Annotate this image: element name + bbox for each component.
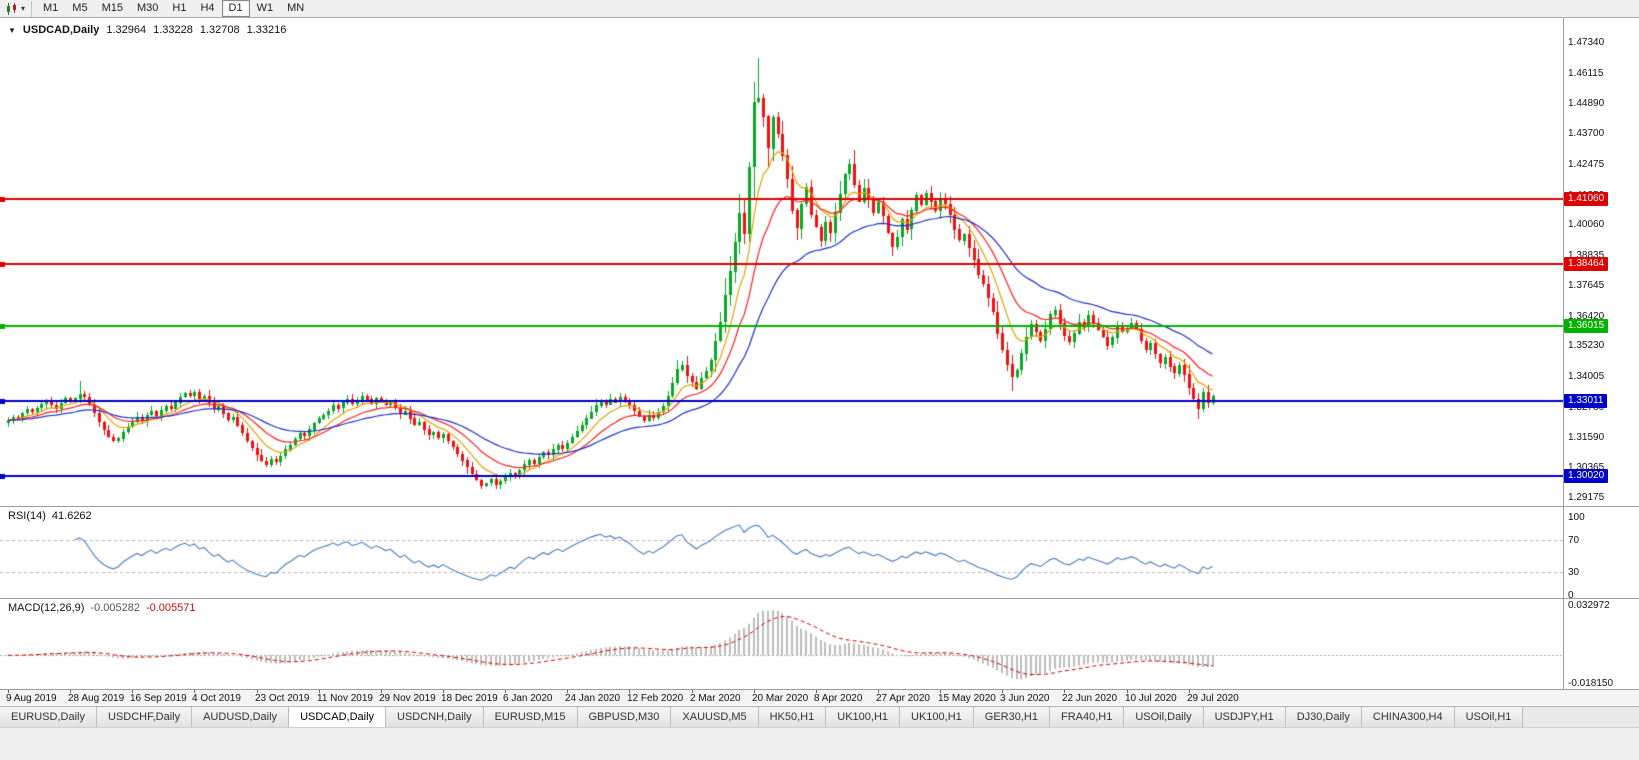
chart-tab-usoil-h1[interactable]: USOil,H1 (1455, 707, 1524, 727)
price-axis-tick: 1.40060 (1568, 219, 1604, 230)
rsi-axis-tick: 30 (1568, 567, 1579, 578)
chart-tab-uk100-h1[interactable]: UK100,H1 (900, 707, 974, 727)
time-axis-label: 12 Feb 2020 (627, 693, 683, 704)
chart-tab-hk50-h1[interactable]: HK50,H1 (759, 707, 827, 727)
time-axis-label: 29 Nov 2019 (379, 693, 436, 704)
chart-tab-eurusd-daily[interactable]: EURUSD,Daily (0, 707, 97, 727)
timeframe-button-w1[interactable]: W1 (250, 0, 281, 17)
time-axis-label: 28 Aug 2019 (68, 693, 124, 704)
time-axis-label: 29 Jul 2020 (1187, 693, 1239, 704)
hline-price-tag: 1.38464 (1564, 257, 1608, 271)
rsi-name: RSI(14) (8, 510, 46, 522)
price-axis-tick: 1.43700 (1568, 128, 1604, 139)
macd-axis-min: -0.018150 (1568, 678, 1613, 689)
time-axis-label: 10 Jul 2020 (1125, 693, 1177, 704)
price-axis-border (1563, 18, 1564, 705)
time-axis-label: 18 Dec 2019 (441, 693, 498, 704)
macd-axis-max: 0.032972 (1568, 600, 1610, 611)
chart-tab-xauusd-m5[interactable]: XAUUSD,M5 (671, 707, 758, 727)
candlestick-chart-icon (5, 3, 19, 15)
time-axis[interactable]: 9 Aug 2019 28 Aug 2019 16 Sep 2019 4 Oct 20… (0, 689, 1639, 705)
rsi-label: RSI(14) 41.6262 (8, 510, 92, 522)
symbol-title: USDCAD,Daily (23, 24, 99, 36)
price-axis-tick: 1.37645 (1568, 280, 1604, 291)
time-axis-label: 2 Mar 2020 (690, 693, 741, 704)
chart-tab-bar: EURUSD,DailyUSDCHF,DailyAUDUSD,DailyUSDC… (0, 706, 1639, 727)
rsi-axis-tick: 70 (1568, 535, 1579, 546)
chart-tab-fra40-h1[interactable]: FRA40,H1 (1050, 707, 1124, 727)
macd-label: MACD(12,26,9) -0.005282 -0.005571 (8, 602, 196, 614)
time-axis-label: 6 Jan 2020 (503, 693, 553, 704)
open-value: 1.32964 (106, 24, 146, 36)
price-axis-tick: 1.35230 (1568, 340, 1604, 351)
time-axis-label: 3 Jun 2020 (1000, 693, 1050, 704)
rsi-value: 41.6262 (52, 510, 92, 522)
chart-tab-dj30-daily[interactable]: DJ30,Daily (1286, 707, 1362, 727)
time-axis-label: 22 Jun 2020 (1062, 693, 1117, 704)
timeframe-button-m15[interactable]: M15 (95, 0, 130, 17)
timeframe-button-mn[interactable]: MN (280, 0, 311, 17)
rsi-indicator-canvas[interactable] (0, 507, 1563, 598)
chart-tab-eurusd-m15[interactable]: EURUSD,M15 (484, 707, 578, 727)
chart-tab-gbpusd-m30[interactable]: GBPUSD,M30 (578, 707, 672, 727)
chart-ohlc-header: ▼ USDCAD,Daily 1.32964 1.33228 1.32708 1… (8, 24, 286, 36)
time-axis-label: 4 Oct 2019 (192, 693, 241, 704)
chart-menu-button[interactable]: ▾ (3, 1, 32, 17)
mt4-window: ▾ M1M5M15M30H1H4D1W1MN ▼ USDCAD,Daily 1.… (0, 0, 1639, 760)
chart-tab-usoil-daily[interactable]: USOil,Daily (1124, 707, 1203, 727)
time-axis-label: 9 Aug 2019 (6, 693, 57, 704)
toolbar: ▾ M1M5M15M30H1H4D1W1MN (0, 0, 1639, 18)
low-value: 1.32708 (200, 24, 240, 36)
chart-tab-ger30-h1[interactable]: GER30,H1 (974, 707, 1050, 727)
hline-price-tag: 1.36015 (1564, 319, 1608, 333)
price-chart-canvas[interactable] (0, 18, 1563, 506)
timeframe-button-h4[interactable]: H4 (193, 0, 221, 17)
chart-tab-usdcad-daily[interactable]: USDCAD,Daily (289, 707, 386, 727)
price-axis-tick: 1.47340 (1568, 37, 1604, 48)
timeframe-button-m30[interactable]: M30 (130, 0, 165, 17)
macd-indicator-canvas[interactable] (0, 599, 1563, 689)
collapse-icon: ▼ (8, 26, 16, 35)
timeframe-buttons: M1M5M15M30H1H4D1W1MN (36, 0, 311, 17)
chart-tab-audusd-daily[interactable]: AUDUSD,Daily (192, 707, 289, 727)
price-axis-tick: 1.29175 (1568, 492, 1604, 503)
macd-signal-value: -0.005571 (146, 602, 196, 614)
chart-tab-china300-h4[interactable]: CHINA300,H4 (1362, 707, 1455, 727)
hline-price-tag: 1.33011 (1564, 394, 1607, 408)
time-axis-label: 20 Mar 2020 (752, 693, 808, 704)
price-axis-tick: 1.46115 (1568, 68, 1603, 79)
pane-separator[interactable] (0, 506, 1639, 507)
close-value: 1.33216 (247, 24, 287, 36)
chart-tab-usdjpy-h1[interactable]: USDJPY,H1 (1204, 707, 1286, 727)
time-axis-label: 15 May 2020 (938, 693, 996, 704)
time-axis-label: 27 Apr 2020 (876, 693, 930, 704)
high-value: 1.33228 (153, 24, 193, 36)
macd-main-value: -0.005282 (90, 602, 140, 614)
time-axis-label: 11 Nov 2019 (317, 693, 373, 704)
price-axis-tick: 1.44890 (1568, 98, 1604, 109)
chevron-down-icon: ▾ (21, 5, 25, 13)
timeframe-button-h1[interactable]: H1 (165, 0, 193, 17)
timeframe-button-d1[interactable]: D1 (222, 0, 250, 17)
rsi-axis-tick: 100 (1568, 512, 1585, 523)
time-axis-label: 23 Oct 2019 (255, 693, 309, 704)
timeframe-button-m1[interactable]: M1 (36, 0, 65, 17)
time-axis-label: 8 Apr 2020 (814, 693, 862, 704)
chart-tab-uk100-h1[interactable]: UK100,H1 (826, 707, 900, 727)
chart-tab-usdchf-daily[interactable]: USDCHF,Daily (97, 707, 192, 727)
price-axis-tick: 1.42475 (1568, 159, 1604, 170)
status-bar (0, 727, 1639, 760)
price-axis-tick: 1.31590 (1568, 432, 1604, 443)
time-axis-label: 16 Sep 2019 (130, 693, 187, 704)
hline-price-tag: 1.41060 (1564, 192, 1608, 206)
macd-name: MACD(12,26,9) (8, 602, 84, 614)
chart-tab-usdcnh-daily[interactable]: USDCNH,Daily (386, 707, 484, 727)
hline-price-tag: 1.30020 (1564, 469, 1608, 483)
timeframe-button-m5[interactable]: M5 (65, 0, 94, 17)
time-axis-label: 24 Jan 2020 (565, 693, 620, 704)
pane-separator[interactable] (0, 598, 1639, 599)
price-axis-tick: 1.34005 (1568, 371, 1604, 382)
